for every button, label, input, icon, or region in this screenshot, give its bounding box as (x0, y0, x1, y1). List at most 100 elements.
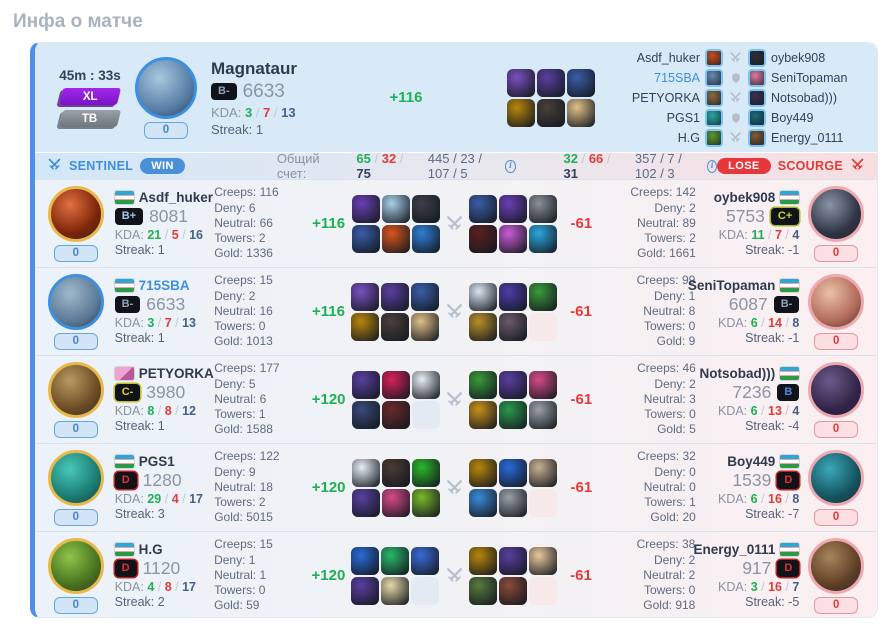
player-name[interactable]: SeniTopaman (687, 278, 776, 293)
kda-line: KDA: 6 / 14 / 8 (718, 316, 800, 330)
item-icon (381, 576, 410, 605)
flag-icon (780, 455, 800, 468)
player-row: 0 PGS1 D 1280 KDA: 29 / 4 / 17 Streak: 3… (35, 443, 877, 531)
item-icon (498, 546, 527, 575)
item-icon (468, 370, 497, 399)
player-avatar (47, 537, 104, 594)
player-name[interactable]: SeniTopaman (771, 70, 848, 85)
player-name[interactable]: H.G (138, 542, 163, 557)
rating-value: 6633 (146, 294, 186, 314)
player-name[interactable]: oybek908 (713, 190, 776, 205)
versus-icon (728, 131, 743, 144)
hero-mini-icon (748, 48, 766, 67)
info-icon[interactable]: i (706, 159, 718, 173)
item-icon (381, 282, 410, 311)
stat-line: Gold: 918 (643, 598, 696, 613)
stat-line: Gold: 5015 (214, 510, 273, 525)
page-title: Инфа о матче (13, 11, 143, 32)
player-name[interactable]: PETYORKA (138, 366, 214, 381)
stat-line: Neutral: 6 (214, 391, 267, 406)
lose-badge: LOSE (717, 158, 771, 174)
player-avatar (808, 185, 865, 242)
streak-line: Streak: -4 (745, 419, 800, 433)
player-avatar (47, 273, 104, 330)
stat-line: Gold: 5 (657, 422, 696, 437)
item-icon (498, 312, 527, 341)
player-avatar (808, 449, 865, 506)
streak-line: Streak: -7 (745, 507, 800, 521)
versus-icon (441, 302, 469, 321)
stat-line: Neutral: 2 (643, 567, 696, 582)
player-name[interactable]: PGS1 (666, 110, 700, 125)
player-stats: Creeps: 38 Deny: 2 Neutral: 2 Towers: 0 … (604, 537, 696, 613)
stat-line: Neutral: 3 (643, 391, 696, 406)
item-icon (351, 576, 380, 605)
stat-line: Deny: 0 (654, 464, 696, 479)
item-icon (567, 98, 595, 127)
kda-line: KDA: 29 / 4 / 17 (114, 492, 203, 506)
empty-item-slot (528, 576, 557, 605)
stat-line: Creeps: 46 (637, 361, 696, 376)
player-name[interactable]: oybek908 (771, 50, 826, 65)
item-icon (351, 224, 380, 253)
hero-mini-icon (705, 108, 723, 127)
player-avatar (808, 273, 865, 330)
items-grid (351, 282, 440, 341)
stat-line: Neutral: 1 (214, 567, 267, 582)
item-icon (468, 546, 497, 575)
item-icon (351, 400, 380, 429)
player-name[interactable]: 715SBA (654, 70, 700, 85)
player-name[interactable]: Energy_0111 (771, 130, 844, 145)
player-name[interactable]: 715SBA (138, 278, 190, 293)
matchup-row: 715SBA SeniTopaman (608, 68, 863, 87)
item-icon (498, 576, 527, 605)
item-icon (468, 400, 497, 429)
stat-line: Neutral: 0 (643, 479, 696, 494)
player-name[interactable]: PETYORKA (631, 90, 700, 105)
stat-line: Neutral: 16 (214, 303, 273, 318)
hero-name: Magnataur (211, 58, 297, 78)
rating-delta: -61 (570, 567, 592, 584)
item-icon (468, 458, 497, 487)
player-name[interactable]: Notsobad))) (699, 366, 776, 381)
player-stats: Creeps: 142 Deny: 2 Neutral: 89 Towers: … (604, 185, 695, 261)
item-icon (498, 400, 527, 429)
player-avatar (47, 361, 104, 418)
rank-badge: D (114, 560, 137, 577)
empty-item-slot (528, 312, 557, 341)
item-icon (498, 282, 527, 311)
stat-line: Creeps: 32 (637, 449, 696, 464)
rating-delta: -61 (570, 215, 593, 232)
counter-badge: 0 (53, 508, 98, 526)
player-row: 0 PETYORKA C- 3980 KDA: 8 / 8 / 12 Strea… (35, 355, 877, 443)
player-name[interactable]: Asdf_huker (636, 50, 700, 65)
rating-delta: +116 (312, 215, 346, 232)
player-name[interactable]: Notsobad))) (771, 90, 837, 105)
counter-badge: 0 (814, 508, 859, 526)
streak-line: Streak: -5 (745, 595, 800, 609)
info-icon[interactable]: i (505, 159, 516, 173)
item-icon (351, 546, 380, 575)
item-icon (498, 224, 527, 253)
type-badge: TB (58, 110, 122, 127)
player-name[interactable]: Boy449 (727, 454, 776, 469)
matchup-list: Asdf_huker oybek908 715SBA SeniTopaman P… (608, 48, 863, 147)
rank-badge: D (777, 472, 800, 489)
stat-line: Towers: 0 (214, 319, 266, 334)
versus-icon (441, 390, 469, 409)
player-name[interactable]: H.G (677, 130, 700, 145)
player-stats: Creeps: 46 Deny: 2 Neutral: 3 Towers: 0 … (604, 361, 696, 437)
items-grid (351, 194, 442, 253)
rating-value: 6633 (242, 80, 285, 102)
player-rows: 0 Asdf_huker B+ 8081 KDA: 21 / 5 / 16 St… (35, 179, 877, 617)
player-name[interactable]: Boy449 (771, 110, 814, 125)
item-icon (528, 224, 557, 253)
hero-mini-icon (748, 108, 766, 127)
player-name[interactable]: PGS1 (138, 454, 175, 469)
matchup-row: Asdf_huker oybek908 (608, 48, 863, 67)
item-icon (498, 488, 527, 517)
player-name[interactable]: Energy_0111 (693, 542, 776, 557)
player-name[interactable]: Asdf_huker (138, 190, 213, 205)
win-badge: WIN (140, 158, 185, 174)
counter-badge: 0 (53, 596, 98, 614)
